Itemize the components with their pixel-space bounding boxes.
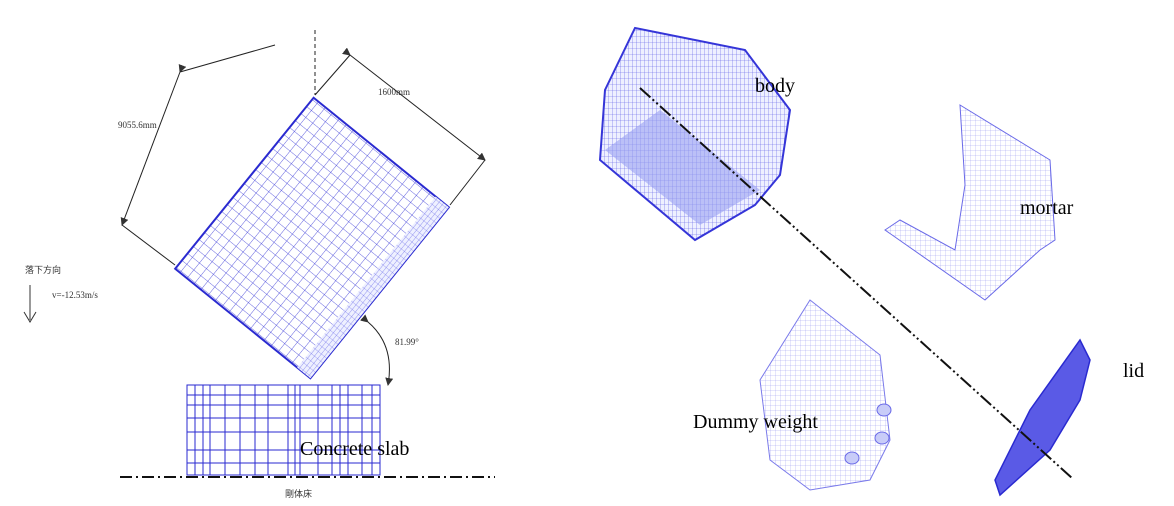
part-label: lid bbox=[1123, 360, 1144, 382]
direction-label: 落下方向 bbox=[25, 264, 61, 275]
part-label: body bbox=[755, 75, 795, 97]
velocity-label: v=-12.53m/s bbox=[52, 290, 98, 300]
length-label: 9055.6mm bbox=[118, 120, 157, 130]
lid-mesh bbox=[995, 340, 1090, 495]
part-label: Dummy weight bbox=[693, 411, 818, 433]
angle-label: 81.99° bbox=[395, 337, 419, 347]
width-label: 1600mm bbox=[378, 87, 410, 97]
part-label: mortar bbox=[1020, 197, 1074, 219]
concrete-slab bbox=[187, 385, 380, 475]
drop-arrow bbox=[24, 285, 36, 322]
figure: 9055.6mm 1600mm 81.99° 落下方向 v=-12.53m/s … bbox=[0, 0, 1174, 506]
page: 9055.6mm 1600mm 81.99° 落下方向 v=-12.53m/s … bbox=[0, 0, 1174, 506]
body-mesh bbox=[600, 28, 790, 240]
floor-label: 剛体床 bbox=[285, 488, 312, 499]
dummy-weight-mesh bbox=[760, 300, 891, 490]
slab-label: Concrete slab bbox=[300, 438, 409, 460]
